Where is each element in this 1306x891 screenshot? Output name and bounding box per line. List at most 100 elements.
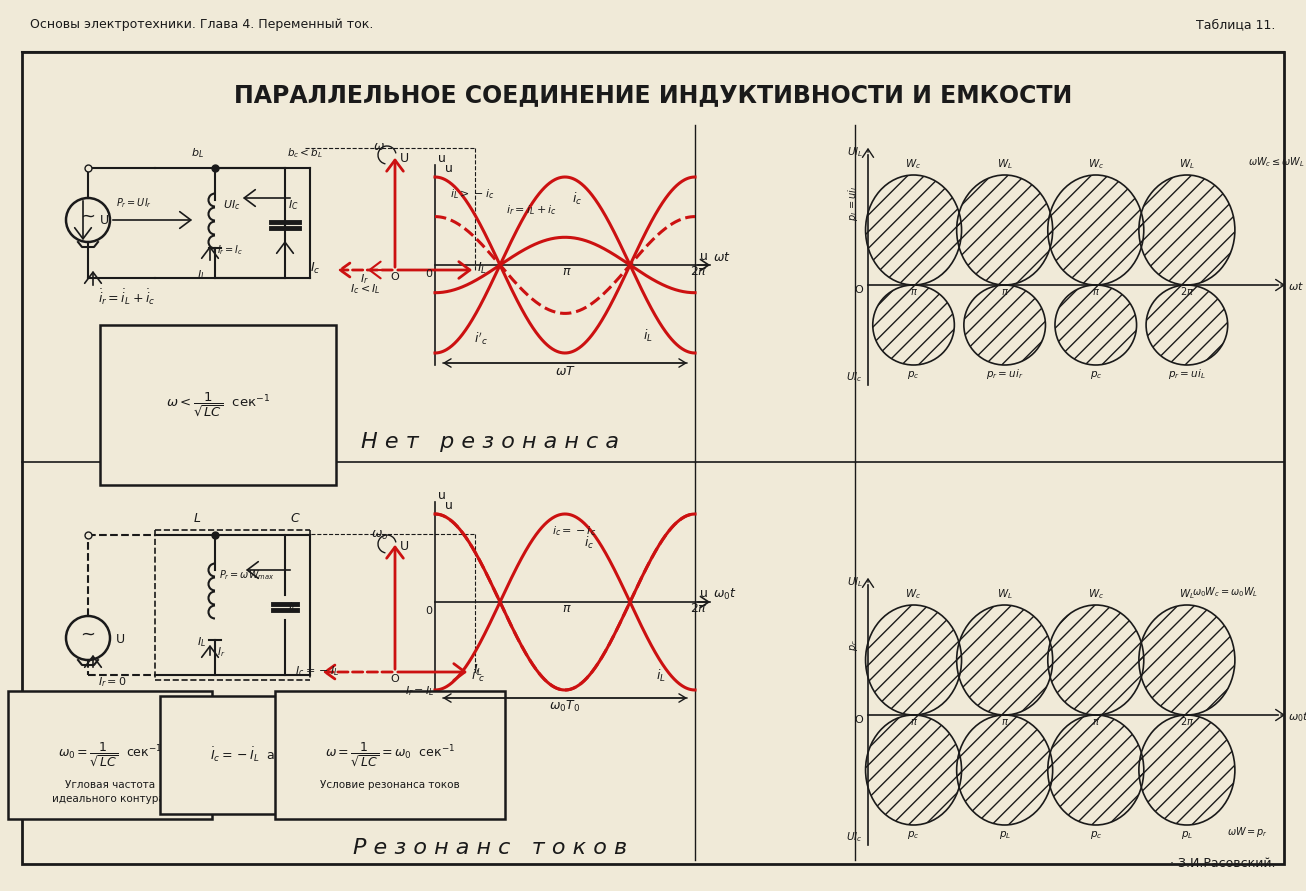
Text: $I_r$: $I_r$ [217,645,226,658]
Text: $i_L > -i_c$: $i_L > -i_c$ [451,187,494,200]
Text: $\omega_0 t$: $\omega_0 t$ [713,587,737,602]
Text: $\omega T$: $\omega T$ [555,365,576,378]
Text: Таблица 11.: Таблица 11. [1195,18,1275,31]
Text: $\pi$: $\pi$ [1000,287,1008,297]
Text: $I_L$: $I_L$ [197,635,206,649]
Text: u: u [700,587,708,600]
Text: $\omega_0 T_0$: $\omega_0 T_0$ [550,699,580,714]
Text: U: U [400,540,409,553]
Text: $UI_L$: $UI_L$ [846,575,863,589]
Text: $2\pi$: $2\pi$ [1179,715,1194,727]
Text: C: C [290,512,299,525]
Text: $b_c < b_L$: $b_c < b_L$ [287,146,323,159]
Text: u: u [445,499,453,512]
Text: $\dot{I}_c=-\dot{I}_L$  а: $\dot{I}_c=-\dot{I}_L$ а [210,746,276,764]
Text: ПАРАЛЛЕЛЬНОЕ СОЕДИНЕНИЕ ИНДУКТИВНОСТИ И ЕМКОСТИ: ПАРАЛЛЕЛЬНОЕ СОЕДИНЕНИЕ ИНДУКТИВНОСТИ И … [234,83,1072,107]
Text: $p_L$: $p_L$ [1181,829,1192,841]
Text: O: O [854,715,863,725]
Text: ~: ~ [81,626,95,644]
Text: $\omega_o$: $\omega_o$ [371,529,388,542]
Text: $UI_c$: $UI_c$ [846,370,863,384]
Text: $W_c$: $W_c$ [1088,587,1104,601]
Text: $I_C$: $I_C$ [289,198,299,212]
Text: $UI_c$: $UI_c$ [223,198,240,212]
Text: Условие резонанса токов: Условие резонанса токов [320,780,460,790]
Text: U: U [116,633,125,646]
Text: u: u [700,250,708,263]
Text: $p_c$: $p_c$ [848,639,859,651]
Text: $i'_c$: $i'_c$ [471,667,486,684]
Text: $P_r=\omega W_{max}$: $P_r=\omega W_{max}$ [219,568,274,582]
Text: $W_c$: $W_c$ [1088,157,1104,171]
Text: $I_C$: $I_C$ [289,600,299,614]
Text: $\pi$: $\pi$ [1092,717,1100,727]
Text: $\omega t$: $\omega t$ [1288,280,1303,292]
Text: O: O [390,674,398,684]
Text: $p_c$: $p_c$ [1089,829,1102,841]
Text: $W_c$: $W_c$ [905,587,922,601]
Text: u: u [438,489,445,502]
Text: $\pi$: $\pi$ [1092,287,1100,297]
Text: Основы электротехники. Глава 4. Переменный ток.: Основы электротехники. Глава 4. Переменн… [30,18,374,31]
Text: $p_r=ui_r$: $p_r=ui_r$ [986,367,1024,381]
Text: $I_r$: $I_r$ [360,272,368,286]
Text: Идеальный
колебательный контур.: Идеальный колебательный контур. [98,700,247,732]
Text: $p_L=ui_L$: $p_L=ui_L$ [846,184,859,221]
Text: $W_L$: $W_L$ [1179,587,1195,601]
Text: Уменьшение
общего  тока
при увеличении емкости.: Уменьшение общего тока при увеличении ем… [101,325,270,376]
Text: ~: ~ [81,208,95,226]
Text: $I_r=I_L$: $I_r=I_L$ [405,684,435,698]
Text: $\pi$: $\pi$ [562,265,572,278]
Text: $i_L$: $i_L$ [656,668,666,684]
Text: $\omega$: $\omega$ [374,140,385,153]
Text: $b_L$: $b_L$ [191,146,204,159]
Text: U: U [101,214,110,227]
Text: 0: 0 [424,606,432,616]
Text: $\omega_0 t$: $\omega_0 t$ [1288,710,1306,723]
Text: $\pi$: $\pi$ [909,287,918,297]
Text: $W_L$: $W_L$ [996,157,1012,171]
Text: $I_c < I_L$: $I_c < I_L$ [350,282,380,296]
Text: L: L [193,512,201,525]
Text: · З.И.Расовский.: · З.И.Расовский. [1169,857,1275,870]
Text: u: u [438,152,445,165]
Text: $\omega_0 W_c=\omega_0 W_L$: $\omega_0 W_c=\omega_0 W_L$ [1191,585,1258,599]
Text: $\omega t$: $\omega t$ [713,251,731,264]
Text: $\omega W_c \leq \omega W_L$: $\omega W_c \leq \omega W_L$ [1249,155,1305,168]
Text: $I_c=-I_L$: $I_c=-I_L$ [295,664,340,678]
Text: Угловая частота
идеального контура.: Угловая частота идеального контура. [52,780,168,804]
Text: 0: 0 [424,269,432,279]
Text: $\pi$: $\pi$ [1000,717,1008,727]
Text: $\omega_0=\dfrac{1}{\sqrt{LC}}$  сек$^{-1}$: $\omega_0=\dfrac{1}{\sqrt{LC}}$ сек$^{-1… [57,741,162,769]
Text: $2\pi$: $2\pi$ [690,602,708,615]
Text: $i_L$: $i_L$ [643,328,653,344]
Text: $P_r=UI_r$: $P_r=UI_r$ [116,196,151,209]
Text: $i_c=-i_c$: $i_c=-i_c$ [552,524,597,538]
Text: $\omega < \dfrac{1}{\sqrt{LC}}$  сек$^{-1}$: $\omega < \dfrac{1}{\sqrt{LC}}$ сек$^{-1… [166,391,270,419]
Text: $I_L$: $I_L$ [473,663,483,678]
Text: $W_c$: $W_c$ [905,157,922,171]
Text: $\omega=\dfrac{1}{\sqrt{LC}}=\omega_0$  сек$^{-1}$: $\omega=\dfrac{1}{\sqrt{LC}}=\omega_0$ с… [325,741,454,769]
Text: $I_L$: $I_L$ [477,261,487,276]
Text: $i_c$: $i_c$ [585,535,594,552]
Text: $I_r=0$: $I_r=0$ [98,675,127,689]
Text: $i'_c$: $i'_c$ [474,331,488,347]
Text: $UI_c$: $UI_c$ [846,830,863,844]
Text: $p_c$: $p_c$ [1089,369,1102,381]
Text: $UI_L$: $UI_L$ [846,145,863,159]
Text: $\pi$: $\pi$ [909,717,918,727]
Text: O: O [390,272,398,282]
Text: $W_L$: $W_L$ [996,587,1012,601]
FancyBboxPatch shape [22,52,1284,864]
Text: $p_r=ui_L$: $p_r=ui_L$ [1168,367,1205,381]
Text: $i_c$: $i_c$ [572,191,581,207]
Text: $\omega W=p_r$: $\omega W=p_r$ [1226,825,1268,839]
Text: $W_L$: $W_L$ [1179,157,1195,171]
Text: $\dot{i}_r=\dot{i}_L+\dot{i}_c$: $\dot{i}_r=\dot{i}_L+\dot{i}_c$ [98,288,155,307]
Text: $p_c$: $p_c$ [908,829,919,841]
Text: Н е т   р е з о н а н с а: Н е т р е з о н а н с а [360,432,619,452]
Text: $2\pi$: $2\pi$ [1179,285,1194,297]
Text: $p_L$: $p_L$ [999,829,1011,841]
Text: $i_r=i_L+i_c$: $i_r=i_L+i_c$ [507,203,558,217]
Text: O: O [854,285,863,295]
